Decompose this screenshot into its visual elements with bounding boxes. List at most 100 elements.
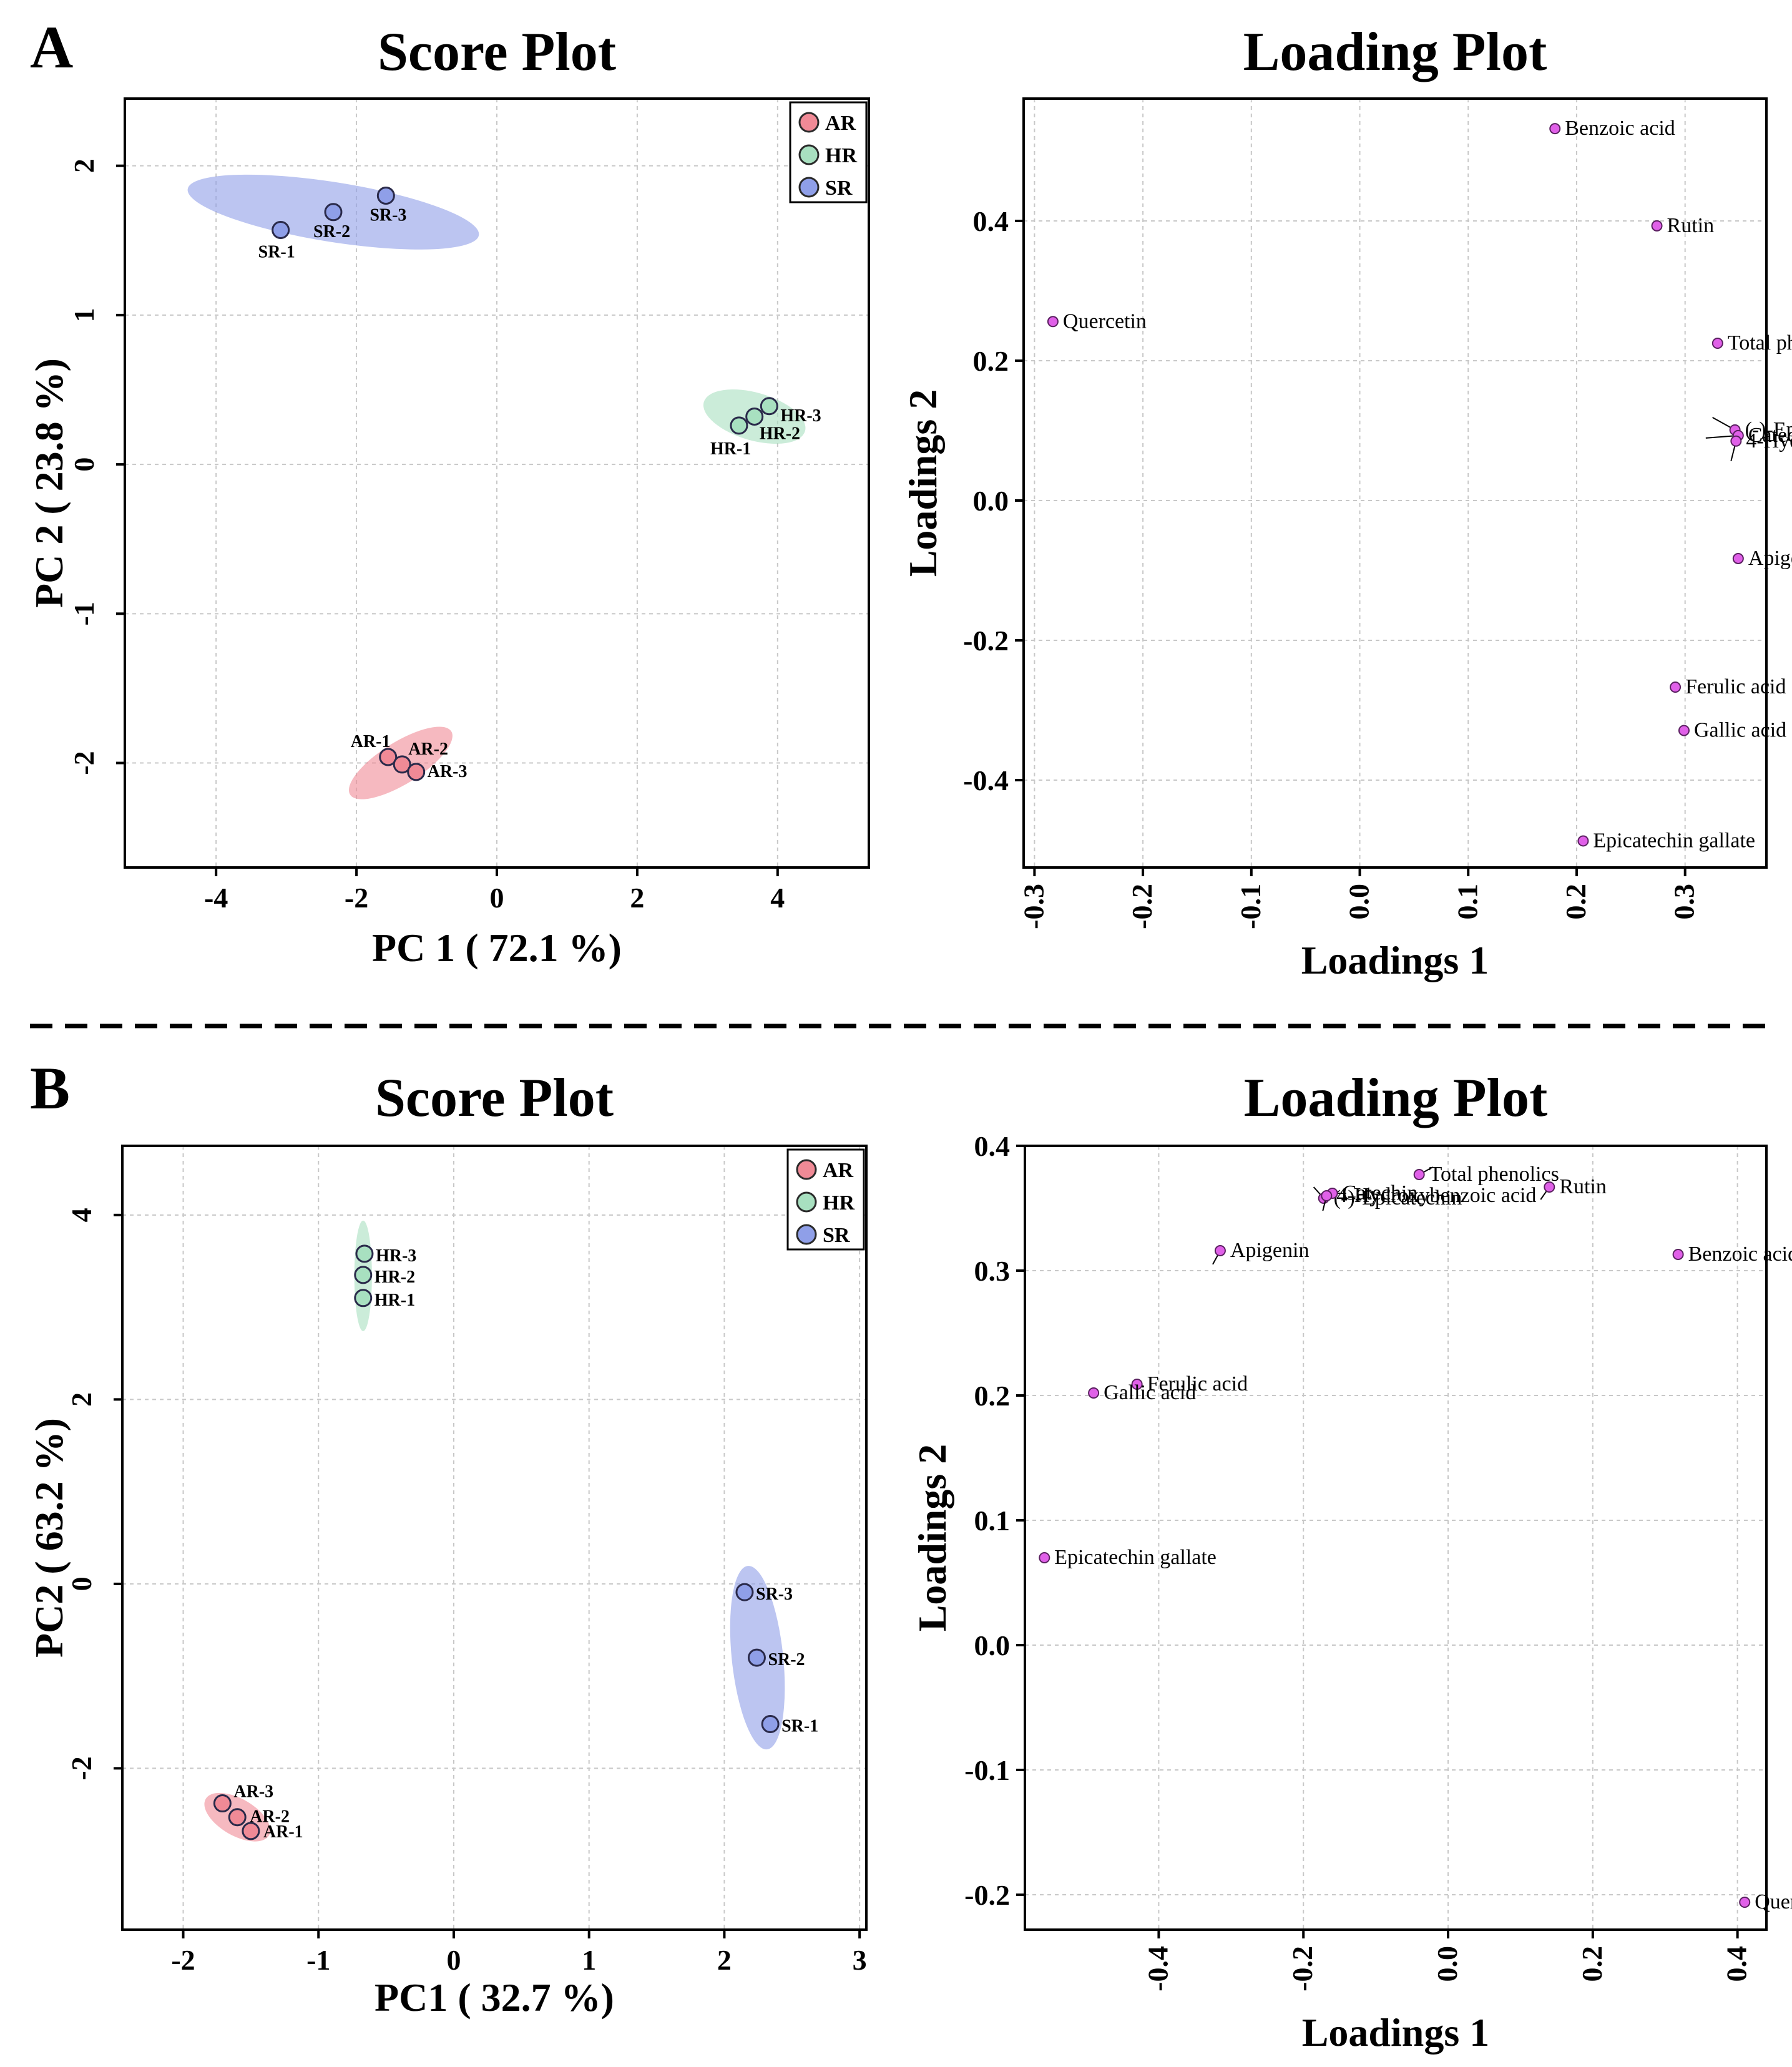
y-axis-label: Loadings 2 <box>910 1444 954 1632</box>
y-tick-label: 0.2 <box>974 1380 1011 1412</box>
loading-point-label: Gallic acid <box>1694 718 1786 741</box>
y-axis-label: PC 2 ( 23.8 %) <box>27 358 71 608</box>
legend-label: HR <box>823 1191 854 1214</box>
x-tick-label: -1 <box>306 1944 330 1976</box>
score-point-ar-3 <box>407 763 426 781</box>
legend: AR HR SR <box>789 101 868 203</box>
loading-point-quercetin <box>1047 316 1059 328</box>
loading-point-ferulic-acid <box>1131 1379 1143 1390</box>
loading-point-gallic-acid <box>1678 725 1690 736</box>
loading-point-quercetin <box>1739 1897 1751 1908</box>
x-tick-label: 0.2 <box>1560 884 1592 920</box>
loading-point-gallic-acid <box>1088 1387 1100 1399</box>
y-axis-label: PC2 ( 63.2 %) <box>27 1418 71 1658</box>
legend-marker-sr <box>796 1224 817 1245</box>
legend-label: AR <box>823 1159 854 1182</box>
legend-marker-ar <box>796 1159 817 1180</box>
loading-point-label: Rutin <box>1667 214 1715 237</box>
y-tick-label: 0.0 <box>974 1630 1011 1661</box>
loading-point-label: Total phenolics <box>1728 331 1792 354</box>
score-point-hr-3 <box>355 1244 374 1263</box>
loading-point-label: 4-Hydroxybenzoic acid <box>1746 429 1792 452</box>
y-tick-label: 0.2 <box>973 345 1009 377</box>
score-point-label: HR-3 <box>376 1246 416 1266</box>
score-point-label: AR-3 <box>428 762 468 781</box>
chart-title: Loading Plot <box>1243 22 1547 82</box>
loading-point-label: Epicatechin gallate <box>1593 829 1755 852</box>
x-tick-label: 0.2 <box>1576 1946 1608 1982</box>
loading-point-label: Catechin <box>1748 424 1792 447</box>
y-tick-label: 0.0 <box>973 485 1009 517</box>
score-point-hr-1 <box>354 1289 373 1307</box>
y-tick-label: 0 <box>66 1576 97 1591</box>
loading-point-label: (-)-Epicatechin <box>1745 418 1792 441</box>
y-axis-label: Loadings 2 <box>901 389 945 577</box>
y-tick-label: -2 <box>68 751 100 775</box>
loading-point-label: Quercetin <box>1755 1890 1792 1913</box>
x-tick-label: -0.2 <box>1126 884 1158 929</box>
x-axis-label: Loadings 1 <box>1301 938 1489 982</box>
loading-point-label: Gallic acid <box>1104 1381 1196 1404</box>
score-point-sr-1 <box>272 221 290 240</box>
chart-title: Loading Plot <box>1244 1068 1548 1128</box>
score-point-label: SR-2 <box>768 1650 805 1669</box>
loading-point-benzoic-acid <box>1549 123 1561 135</box>
chart-b-score-plot: Score Plot -2 -1 0 1 2 3 -2 0 2 4 PC1 ( 32.7 %) PC2 … <box>27 1068 868 2020</box>
x-tick-label: -0.3 <box>1017 884 1049 929</box>
y-tick-label: -1 <box>68 602 100 625</box>
score-point-label: AR-1 <box>351 732 391 751</box>
score-point-label: AR-2 <box>408 740 448 759</box>
loading-point-label: Ferulic acid <box>1147 1372 1248 1395</box>
loading-point-apigenin <box>1732 552 1744 564</box>
x-tick-label: 0.3 <box>1668 884 1700 920</box>
score-point-sr-3 <box>735 1583 754 1601</box>
plot-frame <box>121 1145 868 1931</box>
y-tick-label: 0 <box>68 457 100 472</box>
legend-label: SR <box>823 1224 850 1247</box>
plot-frame <box>1022 97 1768 869</box>
y-tick-label: -0.2 <box>963 625 1009 657</box>
y-tick-label: -0.2 <box>964 1879 1010 1911</box>
x-tick-label: 0.1 <box>1451 884 1483 920</box>
score-point-label: SR-2 <box>313 222 350 242</box>
chart-b-loading-plot: Loading Plot -0.4 -0.2 0.0 0.2 0.4 -0.2 -0.1 0.0… <box>910 1068 1792 2055</box>
y-tick-label: 1 <box>68 308 100 322</box>
score-point-ar-2 <box>393 755 411 774</box>
score-point-ar-3 <box>213 1794 232 1813</box>
loading-point-label: Rutin <box>1559 1175 1607 1198</box>
x-axis-label: PC1 ( 32.7 %) <box>375 1975 614 2020</box>
x-tick-label: -0.4 <box>1142 1946 1173 1991</box>
legend-marker-ar <box>798 112 820 133</box>
score-point-label: SR-3 <box>370 205 406 225</box>
loading-point-epicatechin-gallate <box>1577 835 1589 847</box>
chart-a-loading-plot: Loading Plot -0.3 -0.2 -0.1 0.0 0.1 0.2 0.3 -0.4… <box>901 22 1792 982</box>
x-tick-label: 0 <box>490 882 504 914</box>
legend-label: HR <box>825 144 857 167</box>
loading-point-label: Benzoic acid <box>1688 1243 1792 1266</box>
y-tick-label: 0.1 <box>974 1505 1011 1537</box>
score-point-label: SR-3 <box>756 1585 793 1604</box>
score-point-label: SR-1 <box>781 1716 818 1736</box>
score-point-ar-1 <box>242 1822 260 1840</box>
y-tick-label: 0.3 <box>974 1255 1011 1287</box>
x-tick-label: 0 <box>446 1944 461 1976</box>
legend-label: SR <box>825 177 853 200</box>
loading-point-label: 4-Hydroxybenzoic acid <box>1336 1184 1536 1207</box>
score-point-label: HR-1 <box>375 1291 415 1310</box>
loading-point-rutin <box>1544 1181 1555 1193</box>
x-tick-label: -0.1 <box>1235 884 1266 929</box>
x-tick-label: 0.0 <box>1343 884 1375 920</box>
x-axis-label: PC 1 ( 72.1 %) <box>372 926 622 970</box>
y-tick-label: -2 <box>66 1756 97 1780</box>
loading-point-label: Quercetin <box>1063 310 1147 333</box>
x-tick-label: 4 <box>770 882 785 914</box>
loading-point-label: (-)-Epicatechin <box>1334 1186 1462 1209</box>
x-tick-label: 0.0 <box>1431 1946 1463 1982</box>
loading-point-label: Catechin <box>1343 1181 1418 1205</box>
score-point-sr-3 <box>376 186 395 205</box>
loading-point-label: Benzoic acid <box>1565 117 1675 140</box>
loading-point-total-phenolics <box>1413 1169 1425 1180</box>
legend-marker-hr <box>798 144 820 165</box>
loading-point-rutin <box>1651 220 1663 232</box>
